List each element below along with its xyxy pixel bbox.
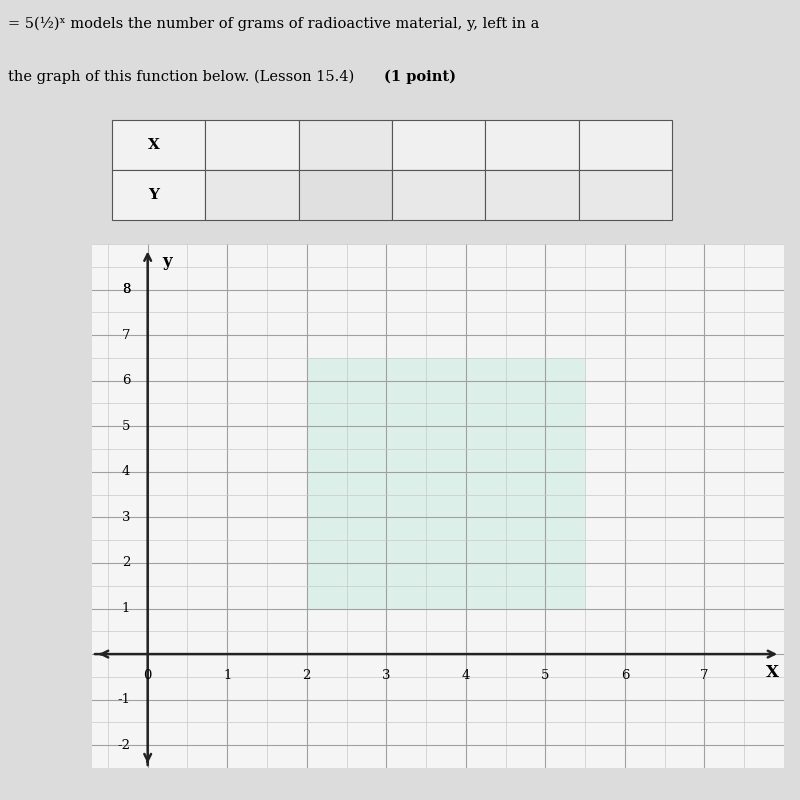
Text: Y: Y: [149, 188, 159, 202]
Bar: [298, 120, 392, 170]
Text: 8: 8: [122, 283, 130, 296]
Bar: [206, 170, 298, 220]
Text: 0: 0: [143, 669, 152, 682]
Text: 7: 7: [122, 329, 130, 342]
Bar: [298, 170, 392, 220]
Text: 3: 3: [382, 669, 390, 682]
Bar: [306, 358, 585, 609]
Text: X: X: [766, 664, 778, 681]
Bar: [206, 120, 298, 170]
Bar: [486, 120, 578, 170]
Text: X: X: [148, 138, 160, 152]
Text: 6: 6: [621, 669, 629, 682]
Bar: [578, 120, 672, 170]
Text: 6: 6: [122, 374, 130, 387]
Text: -2: -2: [117, 738, 130, 752]
Bar: [112, 170, 206, 220]
Text: 2: 2: [122, 557, 130, 570]
Text: 5: 5: [122, 420, 130, 433]
Text: 3: 3: [122, 511, 130, 524]
Text: 2: 2: [302, 669, 311, 682]
Text: the graph of this function below. (Lesson 15.4): the graph of this function below. (Lesso…: [8, 70, 359, 84]
Text: -1: -1: [117, 693, 130, 706]
Text: 4: 4: [462, 669, 470, 682]
Bar: [578, 170, 672, 220]
Bar: [486, 170, 578, 220]
Text: 7: 7: [700, 669, 709, 682]
Bar: [392, 170, 486, 220]
Text: (1 point): (1 point): [384, 70, 456, 84]
Bar: [112, 120, 206, 170]
Text: 5: 5: [541, 669, 550, 682]
Text: 1: 1: [122, 602, 130, 615]
Text: y: y: [162, 253, 172, 270]
Text: 1: 1: [223, 669, 231, 682]
Bar: [392, 120, 486, 170]
Text: 4: 4: [122, 466, 130, 478]
Text: 8: 8: [122, 283, 130, 296]
Text: = 5(½)ˣ models the number of grams of radioactive material, y, left in a: = 5(½)ˣ models the number of grams of ra…: [8, 17, 539, 31]
